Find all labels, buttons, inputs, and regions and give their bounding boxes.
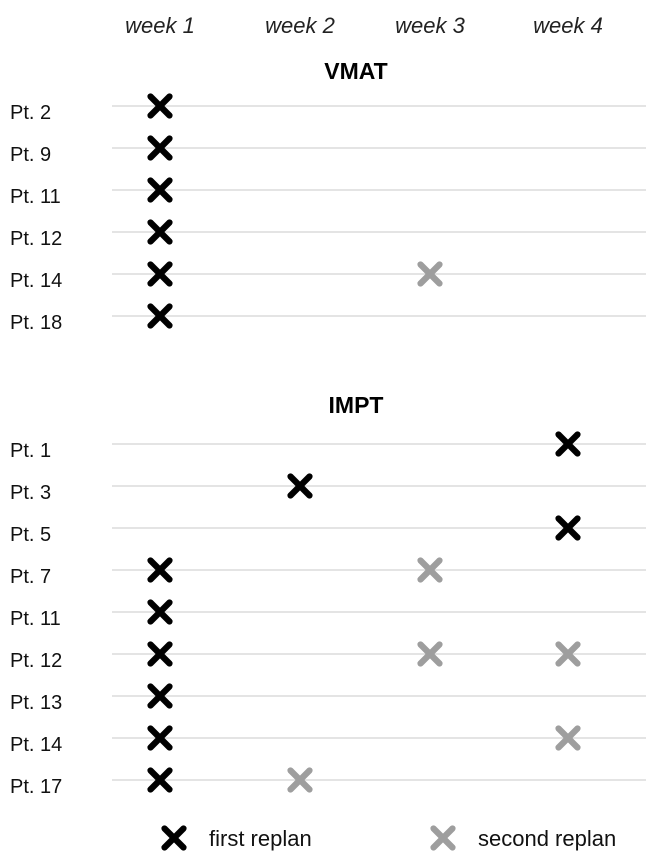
first-replan-marker: [147, 177, 173, 203]
second-replan-marker: [287, 767, 313, 793]
second-replan-marker: [417, 641, 443, 667]
first-replan-marker: [555, 515, 581, 541]
patient-label: Pt. 12: [10, 650, 62, 672]
first-replan-marker: [147, 683, 173, 709]
first-replan-marker: [147, 767, 173, 793]
legend-second-marker: [430, 825, 456, 851]
section-title: VMAT: [324, 58, 387, 84]
week-header-label: week 2: [265, 13, 335, 38]
patient-label: Pt. 13: [10, 692, 62, 714]
legend-second-label: second replan: [478, 826, 616, 851]
patient-label: Pt. 11: [10, 608, 61, 630]
patient-label: Pt. 1: [10, 440, 51, 462]
first-replan-marker: [555, 431, 581, 457]
first-replan-marker: [147, 93, 173, 119]
legend-first-label: first replan: [209, 826, 312, 851]
first-replan-marker: [147, 725, 173, 751]
first-replan-marker: [147, 599, 173, 625]
section-title: IMPT: [329, 392, 384, 418]
patient-label: Pt. 17: [10, 776, 62, 798]
patient-label: Pt. 14: [10, 270, 62, 292]
patient-label: Pt. 3: [10, 482, 51, 504]
patient-label: Pt. 14: [10, 734, 62, 756]
second-replan-marker: [555, 725, 581, 751]
patient-label: Pt. 2: [10, 102, 51, 124]
week-header-label: week 1: [125, 13, 195, 38]
second-replan-marker: [417, 261, 443, 287]
week-header-label: week 3: [395, 13, 465, 38]
patient-label: Pt. 5: [10, 524, 51, 546]
first-replan-marker: [147, 557, 173, 583]
legend-first-marker: [161, 825, 187, 851]
second-replan-marker: [555, 641, 581, 667]
first-replan-marker: [147, 261, 173, 287]
patient-label: Pt. 9: [10, 144, 51, 166]
week-header-label: week 4: [533, 13, 603, 38]
first-replan-marker: [287, 473, 313, 499]
first-replan-marker: [147, 135, 173, 161]
patient-label: Pt. 12: [10, 228, 62, 250]
first-replan-marker: [147, 641, 173, 667]
second-replan-marker: [417, 557, 443, 583]
first-replan-marker: [147, 303, 173, 329]
patient-label: Pt. 7: [10, 566, 51, 588]
patient-label: Pt. 11: [10, 186, 61, 208]
patient-label: Pt. 18: [10, 312, 62, 334]
first-replan-marker: [147, 219, 173, 245]
